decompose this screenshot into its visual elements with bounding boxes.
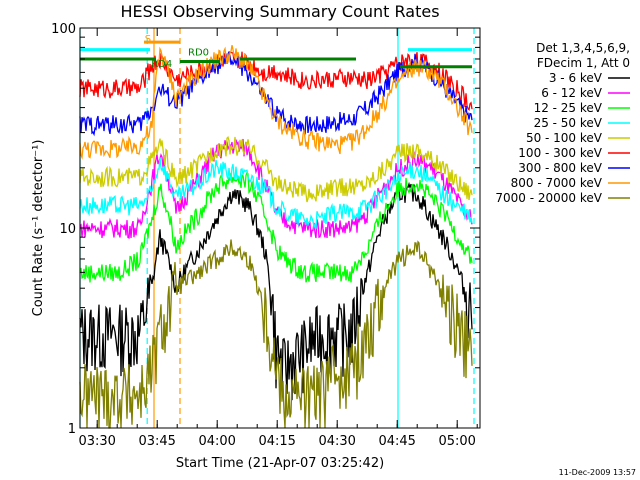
legend-entry-12-25-kev: 12 - 25 keV xyxy=(534,101,603,115)
x-axis-label: Start Time (21-Apr-07 03:25:42) xyxy=(176,456,384,471)
series-12-25-kev xyxy=(79,171,473,283)
x-tick-label-3: 04:15 xyxy=(258,434,295,449)
annotations: S RD0 RD4 xyxy=(145,34,209,70)
x-tick-label-4: 04:30 xyxy=(318,434,355,449)
annotation-rd0: RD0 xyxy=(188,47,209,58)
x-tick-label-2: 04:00 xyxy=(198,434,235,449)
annotation-rd4: RD4 xyxy=(151,59,172,70)
legend: Det 1,3,4,5,6,9,FDecim 1, Att 03 - 6 keV… xyxy=(495,41,630,205)
legend-entry-300-800-kev: 300 - 800 keV xyxy=(518,161,602,175)
legend-entry-50-100-kev: 50 - 100 keV xyxy=(526,131,603,145)
x-tick-label-6: 05:00 xyxy=(438,434,475,449)
legend-entry-100-300-kev: 100 - 300 keV xyxy=(518,146,602,160)
y-axis-label: Count Rate (s⁻¹ detector⁻¹) xyxy=(31,140,46,317)
axes: 03:30 03:45 04:00 04:15 04:30 04:45 05:00 1 10 10… xyxy=(51,22,480,449)
y-tick-label-1: 10 xyxy=(59,222,76,237)
y-tick-label-0: 1 xyxy=(68,422,76,437)
x-tick-label-1: 03:45 xyxy=(138,434,175,449)
series-100-300-kev xyxy=(79,51,473,111)
legend-entry-6-12-kev: 6 - 12 keV xyxy=(541,86,603,100)
legend-entry-7000-20000-kev: 7000 - 20000 keV xyxy=(495,191,602,205)
series-layer xyxy=(79,45,473,429)
chart-title: HESSI Observing Summary Count Rates xyxy=(120,2,439,21)
legend-header-0: Det 1,3,4,5,6,9, xyxy=(536,41,630,55)
series-7000-20000-kev xyxy=(79,239,473,429)
legend-header-1: FDecim 1, Att 0 xyxy=(537,56,630,70)
x-tick-label-5: 04:45 xyxy=(378,434,415,449)
timestamp: 11-Dec-2009 13:57 xyxy=(559,468,636,477)
legend-entry-800-7000-kev: 800 - 7000 keV xyxy=(511,176,603,190)
series-25-50-kev xyxy=(79,157,473,230)
legend-entry-25-50-kev: 25 - 50 keV xyxy=(534,116,603,130)
series-800-7000-kev xyxy=(79,45,473,160)
flag-lines xyxy=(80,40,472,69)
y-tick-label-2: 100 xyxy=(51,22,76,37)
legend-entry-3-6-kev: 3 - 6 keV xyxy=(549,71,603,85)
series-3-6-kev xyxy=(79,181,473,401)
x-tick-label-0: 03:30 xyxy=(78,434,115,449)
series-50-100-kev xyxy=(79,135,473,203)
annotation-s: S xyxy=(145,34,151,45)
